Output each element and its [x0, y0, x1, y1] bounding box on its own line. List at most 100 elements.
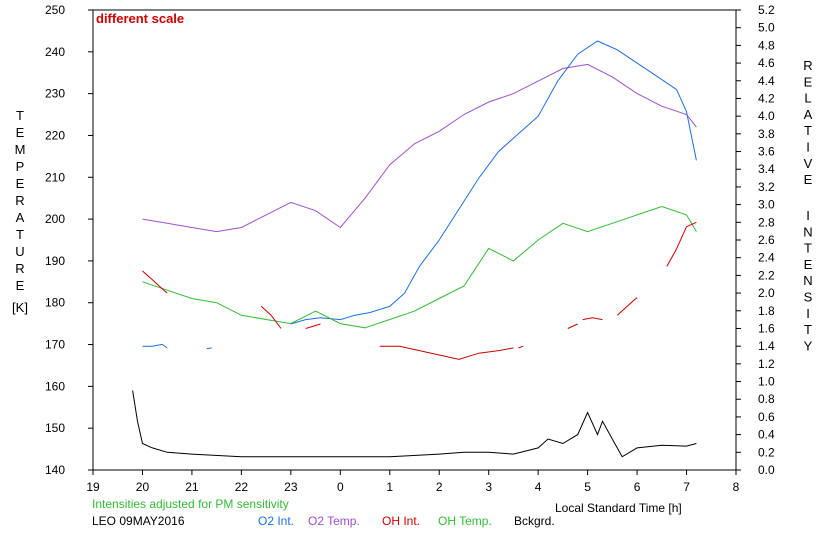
series-line-oh-int	[666, 221, 697, 267]
left-tick-label: 180	[45, 296, 65, 310]
series-line-oh-temp	[142, 205, 697, 329]
right-tick-label: 4.0	[758, 109, 775, 123]
left-axis-label-letter: U	[15, 244, 24, 259]
right-tick-label: 0.0	[758, 463, 775, 477]
series-line-o2-int	[290, 40, 697, 325]
left-axis-label-letter: P	[16, 159, 25, 174]
left-tick-label: 200	[45, 212, 65, 226]
right-axis-label-letter: A	[804, 107, 813, 122]
legend-oh-int: OH Int.	[382, 514, 420, 528]
left-axis-label-letter: E	[16, 125, 25, 140]
station-date: LEO 09MAY2016	[92, 514, 185, 528]
series-line-o2-int	[206, 347, 212, 350]
right-tick-label: 4.6	[758, 56, 775, 70]
right-tick-label: 4.4	[758, 74, 775, 88]
right-tick-label: 3.0	[758, 198, 775, 212]
x-tick-label: 6	[634, 480, 641, 494]
series-line-o2-temp	[142, 63, 697, 233]
right-tick-label: 4.8	[758, 38, 775, 52]
x-tick-label: 3	[485, 480, 492, 494]
right-axis-label-letter: S	[804, 289, 813, 304]
right-axis-label-letter: I	[806, 208, 810, 223]
left-axis-label-letter: A	[16, 210, 25, 225]
right-axis-label-letter: T	[804, 322, 812, 337]
series-line-oh-int	[260, 305, 282, 329]
left-tick-label: 170	[45, 338, 65, 352]
series-line-o2-int	[142, 343, 168, 349]
left-tick-label: 240	[45, 45, 65, 59]
x-tick-label: 5	[584, 480, 591, 494]
series-line-bckgrd	[132, 390, 697, 458]
left-tick-label: 140	[45, 463, 65, 477]
right-axis-label-letter: L	[804, 91, 811, 106]
x-axis: 19 20 21 22 23 0 1 2 3 4 5 6 7 8	[86, 470, 740, 494]
left-axis-label-letter: T	[16, 108, 24, 123]
right-axis-label-letter: N	[803, 224, 812, 239]
right-tick-label: 2.2	[758, 268, 775, 282]
right-tick-label: 1.4	[758, 339, 775, 353]
right-tick-label: 5.2	[758, 3, 775, 17]
series-line-oh-int	[305, 323, 321, 329]
right-tick-label: 3.4	[758, 162, 775, 176]
annotation-different-scale: different scale	[96, 11, 184, 26]
right-tick-label: 1.0	[758, 375, 775, 389]
legend-o2-int: O2 Int.	[258, 514, 294, 528]
right-tick-label: 2.6	[758, 233, 775, 247]
x-tick-label: 20	[136, 480, 150, 494]
left-axis-unit: [K]	[12, 300, 28, 315]
right-tick-label: 0.8	[758, 392, 775, 406]
x-tick-label: 1	[386, 480, 393, 494]
right-tick-label: 3.2	[758, 180, 775, 194]
left-tick-label: 220	[45, 128, 65, 142]
left-tick-label: 250	[45, 3, 65, 17]
left-axis: 250 240 230 220 210 200 190 180 170 160 150 140	[45, 3, 93, 477]
right-axis-label-letter: V	[804, 156, 813, 171]
series-line-oh-int	[518, 345, 524, 349]
x-tick-label: 7	[683, 480, 690, 494]
right-axis-label-letter: E	[804, 172, 813, 187]
pm-note: Intensities adjusted for PM sensitivity	[92, 497, 289, 511]
left-tick-label: 210	[45, 170, 65, 184]
legend-oh-temp: OH Temp.	[438, 514, 492, 528]
left-tick-label: 150	[45, 421, 65, 435]
legend-bckgrd: Bckgrd.	[514, 514, 555, 528]
series-line-oh-int	[582, 317, 603, 321]
x-tick-label: 2	[436, 480, 443, 494]
left-axis-label-letter: E	[16, 176, 25, 191]
right-tick-label: 1.8	[758, 304, 775, 318]
right-tick-label: 3.6	[758, 145, 775, 159]
right-axis-label-letter: Y	[804, 338, 813, 353]
x-tick-label: 19	[86, 480, 100, 494]
right-axis-label-letter: E	[804, 257, 813, 272]
legend-o2-temp: O2 Temp.	[308, 514, 360, 528]
right-axis-label-letter: I	[806, 140, 810, 155]
right-tick-label: 0.4	[758, 428, 775, 442]
right-tick-label: 0.6	[758, 410, 775, 424]
series-line-oh-int	[379, 345, 514, 360]
right-axis-label-letter: E	[804, 74, 813, 89]
right-tick-label: 2.8	[758, 215, 775, 229]
right-axis: 5.2 5.0 4.8 4.6 4.4 4.2 4.0 3.8 3.6 3.4 3.2 3.0 2.8 2…	[736, 3, 775, 477]
right-tick-label: 0.2	[758, 445, 775, 459]
left-axis-label-letter: M	[15, 142, 26, 157]
right-tick-label: 4.2	[758, 91, 775, 105]
right-tick-label: 2.0	[758, 286, 775, 300]
x-tick-label: 4	[535, 480, 542, 494]
x-tick-label: 22	[235, 480, 249, 494]
right-tick-label: 2.4	[758, 251, 775, 265]
x-tick-label: 21	[185, 480, 199, 494]
left-axis-label-letter: E	[16, 278, 25, 293]
right-axis-label-letter: I	[806, 306, 810, 321]
x-tick-label: 23	[284, 480, 298, 494]
left-tick-label: 230	[45, 87, 65, 101]
right-tick-label: 3.8	[758, 127, 775, 141]
right-axis-label-letter: T	[804, 241, 812, 256]
left-tick-label: 160	[45, 379, 65, 393]
series-line-oh-int	[616, 297, 638, 316]
left-tick-label: 190	[45, 254, 65, 268]
x-tick-label: 0	[337, 480, 344, 494]
